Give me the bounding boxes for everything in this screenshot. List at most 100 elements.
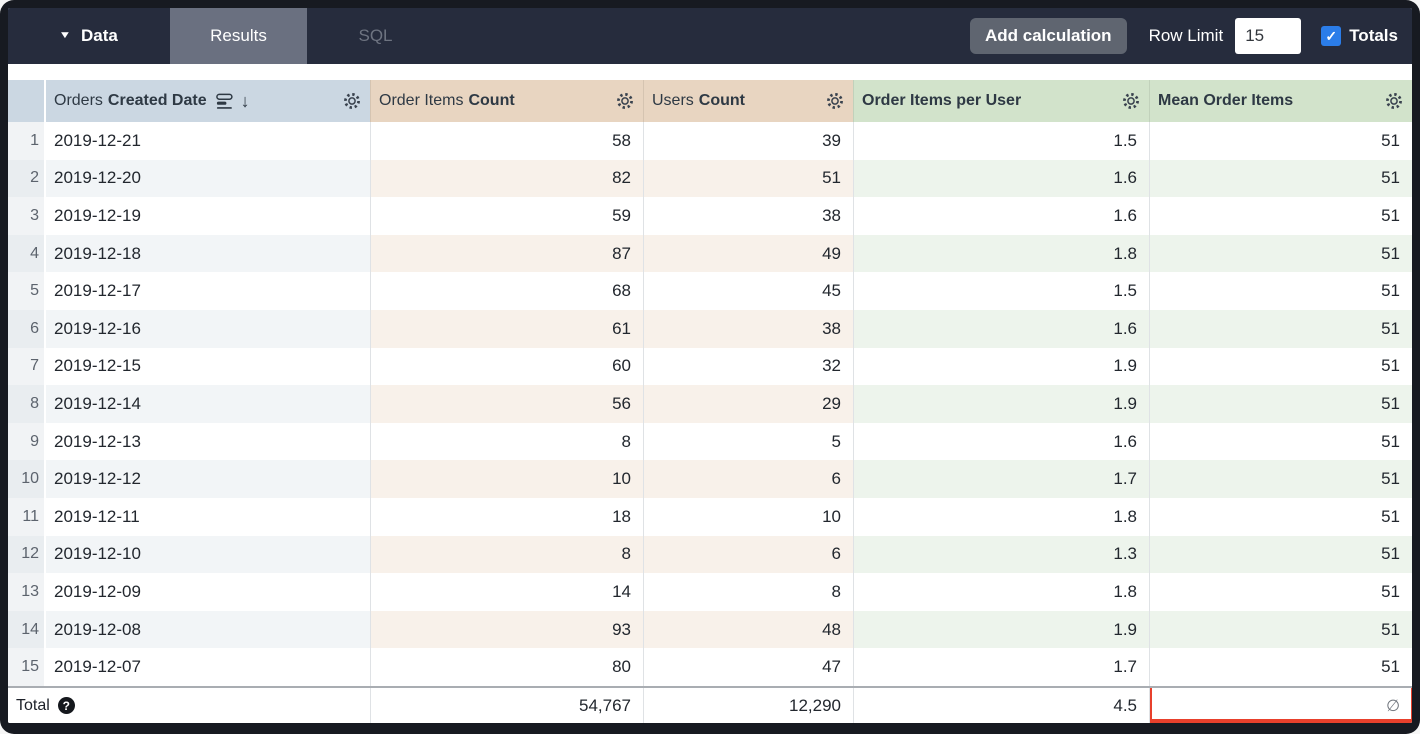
cell-users-count[interactable]: 47 (643, 648, 853, 686)
cell-order-items-per-user[interactable]: 1.9 (853, 347, 1149, 386)
cell-users-count[interactable]: 51 (643, 159, 853, 198)
cell-order-items-per-user[interactable]: 1.8 (853, 573, 1149, 611)
cell-order-items-count[interactable]: 8 (370, 422, 643, 461)
tab-sql[interactable]: SQL (358, 26, 393, 45)
cell-order-items-per-user[interactable]: 1.6 (853, 309, 1149, 348)
cell-orders-created-date[interactable]: 2019-12-07 (44, 648, 370, 686)
cell-orders-created-date[interactable]: 2019-12-21 (44, 122, 370, 160)
cell-order-items-count[interactable]: 56 (370, 385, 643, 423)
cell-orders-created-date[interactable]: 2019-12-13 (44, 422, 370, 461)
cell-orders-created-date[interactable]: 2019-12-08 (44, 610, 370, 649)
cell-order-items-count[interactable]: 80 (370, 648, 643, 686)
cell-order-items-per-user[interactable]: 1.6 (853, 422, 1149, 461)
cell-order-items-per-user[interactable]: 1.8 (853, 234, 1149, 273)
cell-order-items-per-user[interactable]: 1.7 (853, 648, 1149, 686)
cell-order-items-count[interactable]: 60 (370, 347, 643, 386)
cell-mean-order-items[interactable]: 51 (1149, 535, 1412, 574)
cell-mean-order-items[interactable]: 51 (1149, 234, 1412, 273)
cell-users-count[interactable]: 38 (643, 309, 853, 348)
cell-orders-created-date[interactable]: 2019-12-17 (44, 272, 370, 310)
cell-order-items-per-user[interactable]: 1.8 (853, 497, 1149, 536)
cell-mean-order-items[interactable]: 51 (1149, 309, 1412, 348)
data-menu[interactable]: ▼ Data (8, 8, 170, 64)
cell-order-items-per-user[interactable]: 1.5 (853, 272, 1149, 310)
help-icon[interactable]: ? (57, 697, 75, 714)
header-order-items-count[interactable]: Order Items Count (370, 80, 643, 122)
header-orders-created-date[interactable]: Orders Created Date ↓ (44, 80, 370, 122)
cell-users-count[interactable]: 10 (643, 497, 853, 536)
cell-order-items-count[interactable]: 58 (370, 122, 643, 160)
cell-order-items-per-user[interactable]: 1.9 (853, 385, 1149, 423)
row-number: 8 (8, 385, 44, 423)
cell-mean-order-items[interactable]: 51 (1149, 497, 1412, 536)
cell-orders-created-date[interactable]: 2019-12-15 (44, 347, 370, 386)
cell-order-items-count[interactable]: 93 (370, 610, 643, 649)
cell-users-count[interactable]: 6 (643, 535, 853, 574)
cell-order-items-count[interactable]: 14 (370, 573, 643, 611)
cell-mean-order-items[interactable]: 51 (1149, 272, 1412, 310)
column-settings-gear-icon[interactable] (1121, 91, 1141, 111)
cell-mean-order-items[interactable]: 51 (1149, 197, 1412, 235)
column-settings-gear-icon[interactable] (615, 91, 635, 111)
cell-users-count[interactable]: 8 (643, 573, 853, 611)
total-order-items-count[interactable]: 54,767 (370, 688, 643, 723)
total-mean-order-items[interactable]: ∅ (1149, 688, 1412, 723)
cell-mean-order-items[interactable]: 51 (1149, 610, 1412, 649)
cell-users-count[interactable]: 48 (643, 610, 853, 649)
cell-order-items-count[interactable]: 8 (370, 535, 643, 574)
cell-users-count[interactable]: 45 (643, 272, 853, 310)
cell-order-items-per-user[interactable]: 1.9 (853, 610, 1149, 649)
table-row: 4 2019-12-18 87 49 1.8 51 (8, 234, 1412, 273)
total-order-items-per-user[interactable]: 4.5 (853, 688, 1149, 723)
cell-orders-created-date[interactable]: 2019-12-20 (44, 159, 370, 198)
cell-users-count[interactable]: 5 (643, 422, 853, 461)
add-calculation-button[interactable]: Add calculation (969, 18, 1127, 54)
cell-order-items-per-user[interactable]: 1.6 (853, 197, 1149, 235)
column-settings-gear-icon[interactable] (342, 91, 362, 111)
cell-orders-created-date[interactable]: 2019-12-18 (44, 234, 370, 273)
cell-mean-order-items[interactable]: 51 (1149, 460, 1412, 498)
header-order-items-per-user[interactable]: Order Items per User (853, 80, 1149, 122)
cell-order-items-per-user[interactable]: 1.6 (853, 159, 1149, 198)
cell-orders-created-date[interactable]: 2019-12-14 (44, 385, 370, 423)
cell-orders-created-date[interactable]: 2019-12-10 (44, 535, 370, 574)
cell-order-items-count[interactable]: 82 (370, 159, 643, 198)
cell-users-count[interactable]: 38 (643, 197, 853, 235)
toolbar: ▼ Data Results SQL Add calculation Row L… (8, 8, 1412, 64)
cell-orders-created-date[interactable]: 2019-12-12 (44, 460, 370, 498)
cell-orders-created-date[interactable]: 2019-12-19 (44, 197, 370, 235)
column-settings-gear-icon[interactable] (825, 91, 845, 111)
cell-orders-created-date[interactable]: 2019-12-09 (44, 573, 370, 611)
cell-mean-order-items[interactable]: 51 (1149, 347, 1412, 386)
header-users-count[interactable]: Users Count (643, 80, 853, 122)
cell-mean-order-items[interactable]: 51 (1149, 573, 1412, 611)
cell-mean-order-items[interactable]: 51 (1149, 422, 1412, 461)
totals-checkbox[interactable]: ✓ (1321, 26, 1342, 46)
cell-orders-created-date[interactable]: 2019-12-11 (44, 497, 370, 536)
cell-users-count[interactable]: 6 (643, 460, 853, 498)
cell-order-items-count[interactable]: 87 (370, 234, 643, 273)
row-limit-input[interactable] (1235, 18, 1302, 54)
tab-results[interactable]: Results (170, 8, 307, 64)
cell-orders-created-date[interactable]: 2019-12-16 (44, 309, 370, 348)
column-settings-gear-icon[interactable] (1384, 91, 1404, 111)
cell-mean-order-items[interactable]: 51 (1149, 648, 1412, 686)
cell-users-count[interactable]: 32 (643, 347, 853, 386)
cell-users-count[interactable]: 29 (643, 385, 853, 423)
header-mean-order-items[interactable]: Mean Order Items (1149, 80, 1412, 122)
cell-mean-order-items[interactable]: 51 (1149, 122, 1412, 160)
cell-order-items-count[interactable]: 18 (370, 497, 643, 536)
cell-order-items-per-user[interactable]: 1.3 (853, 535, 1149, 574)
cell-order-items-count[interactable]: 59 (370, 197, 643, 235)
cell-order-items-per-user[interactable]: 1.7 (853, 460, 1149, 498)
cell-order-items-count[interactable]: 10 (370, 460, 643, 498)
cell-order-items-count[interactable]: 68 (370, 272, 643, 310)
cell-users-count[interactable]: 39 (643, 122, 853, 160)
cell-mean-order-items[interactable]: 51 (1149, 159, 1412, 198)
cell-order-items-per-user[interactable]: 1.5 (853, 122, 1149, 160)
total-users-count[interactable]: 12,290 (643, 688, 853, 723)
cell-mean-order-items[interactable]: 51 (1149, 385, 1412, 423)
subtotal-lines-icon (215, 93, 233, 109)
cell-users-count[interactable]: 49 (643, 234, 853, 273)
cell-order-items-count[interactable]: 61 (370, 309, 643, 348)
